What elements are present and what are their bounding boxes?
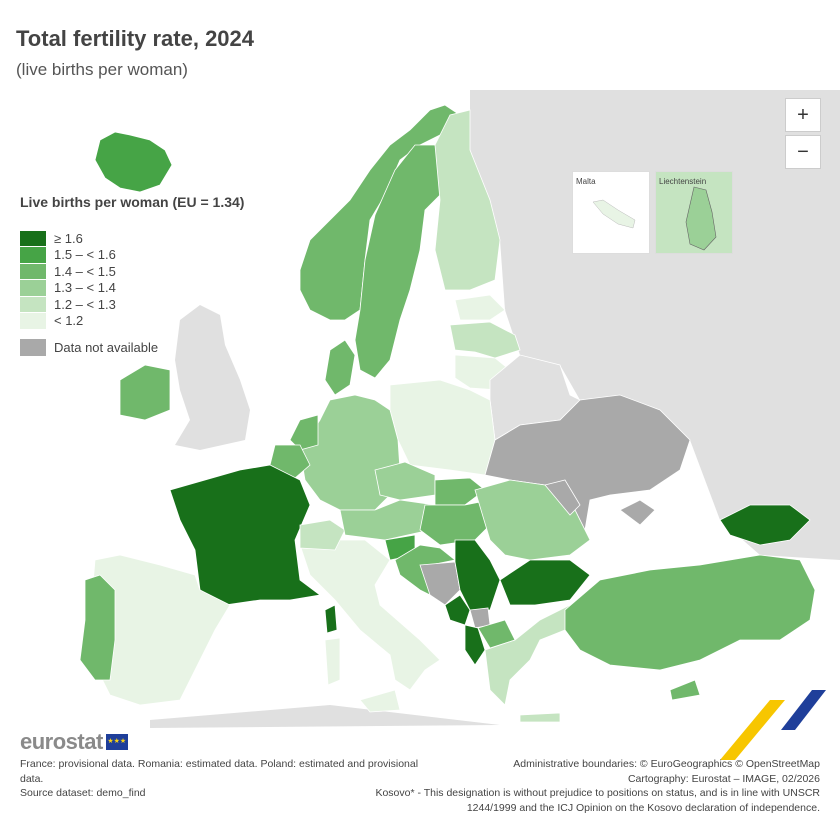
inset-liechtenstein-label: Liechtenstein xyxy=(659,177,707,186)
region-portugal[interactable] xyxy=(79,574,116,681)
region-switzerland[interactable] xyxy=(299,519,346,551)
region-italy[interactable] xyxy=(299,539,441,691)
region-poland[interactable] xyxy=(389,379,496,476)
region-moldova[interactable] xyxy=(544,479,581,516)
region-hungary[interactable] xyxy=(419,499,496,546)
region-sweden[interactable] xyxy=(354,144,446,379)
region-georgia[interactable] xyxy=(719,504,811,546)
region-montenegro[interactable] xyxy=(444,594,471,626)
legend-swatch xyxy=(20,230,46,246)
inset-liechtenstein[interactable]: Liechtenstein xyxy=(655,171,733,254)
region-bosnia[interactable] xyxy=(419,561,461,606)
liechtenstein-shape xyxy=(685,186,717,251)
image-logo-decoration-blue xyxy=(781,690,826,730)
region-greece[interactable] xyxy=(484,604,571,706)
region-serbia[interactable] xyxy=(454,539,501,611)
legend-item: < 1.2 xyxy=(20,313,244,330)
data-notes: France: provisional data. Romania: estim… xyxy=(20,758,419,785)
region-sicily[interactable] xyxy=(359,689,401,713)
region-estonia[interactable] xyxy=(454,294,506,321)
region-uk xyxy=(175,305,250,450)
legend-label: 1.5 – < 1.6 xyxy=(54,247,116,263)
region-norway[interactable] xyxy=(299,104,461,321)
region-north-africa xyxy=(150,705,500,728)
non-eu-east-land xyxy=(470,90,840,560)
map-title: Total fertility rate, 2024 xyxy=(16,26,255,51)
footer-credits: Administrative boundaries: © EuroGeograp… xyxy=(360,757,820,815)
image-logo-decoration xyxy=(720,700,785,760)
legend-item: 1.3 – < 1.4 xyxy=(20,280,244,297)
region-crimea[interactable] xyxy=(619,499,656,526)
zoom-out-button[interactable]: − xyxy=(785,135,821,169)
region-cyprus[interactable] xyxy=(669,679,701,701)
footer-notes: France: provisional data. Romania: estim… xyxy=(20,757,420,801)
region-turkey[interactable] xyxy=(564,554,816,671)
legend-item: 1.2 – < 1.3 xyxy=(20,296,244,313)
legend-label: Data not available xyxy=(54,339,159,355)
region-france[interactable] xyxy=(169,464,321,606)
legend-item: ≥ 1.6 xyxy=(20,230,244,247)
inset-malta-label: Malta xyxy=(576,177,596,186)
legend: Live births per woman (EU = 1.34) ≥ 1.6 … xyxy=(20,194,244,356)
legend-swatch xyxy=(20,313,46,329)
legend-label: 1.3 – < 1.4 xyxy=(54,280,116,296)
legend-item: 1.5 – < 1.6 xyxy=(20,247,244,264)
legend-swatch xyxy=(20,338,46,356)
legend-item: 1.4 – < 1.5 xyxy=(20,263,244,280)
region-albania[interactable] xyxy=(464,624,486,666)
boundaries-credit: Administrative boundaries: © EuroGeograp… xyxy=(513,758,820,770)
inset-malta[interactable]: Malta xyxy=(572,171,650,254)
region-iceland[interactable] xyxy=(94,131,173,193)
source-dataset: Source dataset: demo_find xyxy=(20,787,146,799)
region-corsica[interactable] xyxy=(324,604,338,634)
legend-label: < 1.2 xyxy=(54,313,84,329)
map-subtitle: (live births per woman) xyxy=(16,60,188,79)
legend-swatch xyxy=(20,247,46,263)
logo-text: eurostat xyxy=(20,729,103,754)
eu-flag-icon: ★★★ xyxy=(105,734,128,750)
legend-label: ≥ 1.6 xyxy=(54,230,83,246)
legend-title: Live births per woman (EU = 1.34) xyxy=(20,194,245,210)
region-crete[interactable] xyxy=(519,712,561,723)
region-bulgaria[interactable] xyxy=(499,559,591,606)
malta-shape xyxy=(592,199,636,229)
kosovo-disclaimer: Kosovo* - This designation is without pr… xyxy=(375,787,820,814)
region-denmark[interactable] xyxy=(324,339,356,396)
zoom-in-button[interactable]: + xyxy=(785,98,821,132)
cartography-credit: Cartography: Eurostat – IMAGE, 02/2026 xyxy=(627,772,820,785)
legend-swatch xyxy=(20,296,46,312)
region-netherlands[interactable] xyxy=(289,414,319,451)
legend-label: 1.2 – < 1.3 xyxy=(54,296,116,312)
legend-label: 1.4 – < 1.5 xyxy=(54,263,116,279)
legend-swatch xyxy=(20,263,46,279)
legend-swatch xyxy=(20,280,46,296)
eurostat-logo: eurostat ★★★ xyxy=(20,729,128,755)
legend-item-na: Data not available xyxy=(20,338,244,356)
region-finland[interactable] xyxy=(434,109,501,291)
region-sardinia[interactable] xyxy=(324,637,341,686)
region-czechia[interactable] xyxy=(374,461,436,501)
region-slovakia[interactable] xyxy=(434,477,486,506)
region-ireland[interactable] xyxy=(119,364,171,421)
region-latvia[interactable] xyxy=(449,321,521,359)
